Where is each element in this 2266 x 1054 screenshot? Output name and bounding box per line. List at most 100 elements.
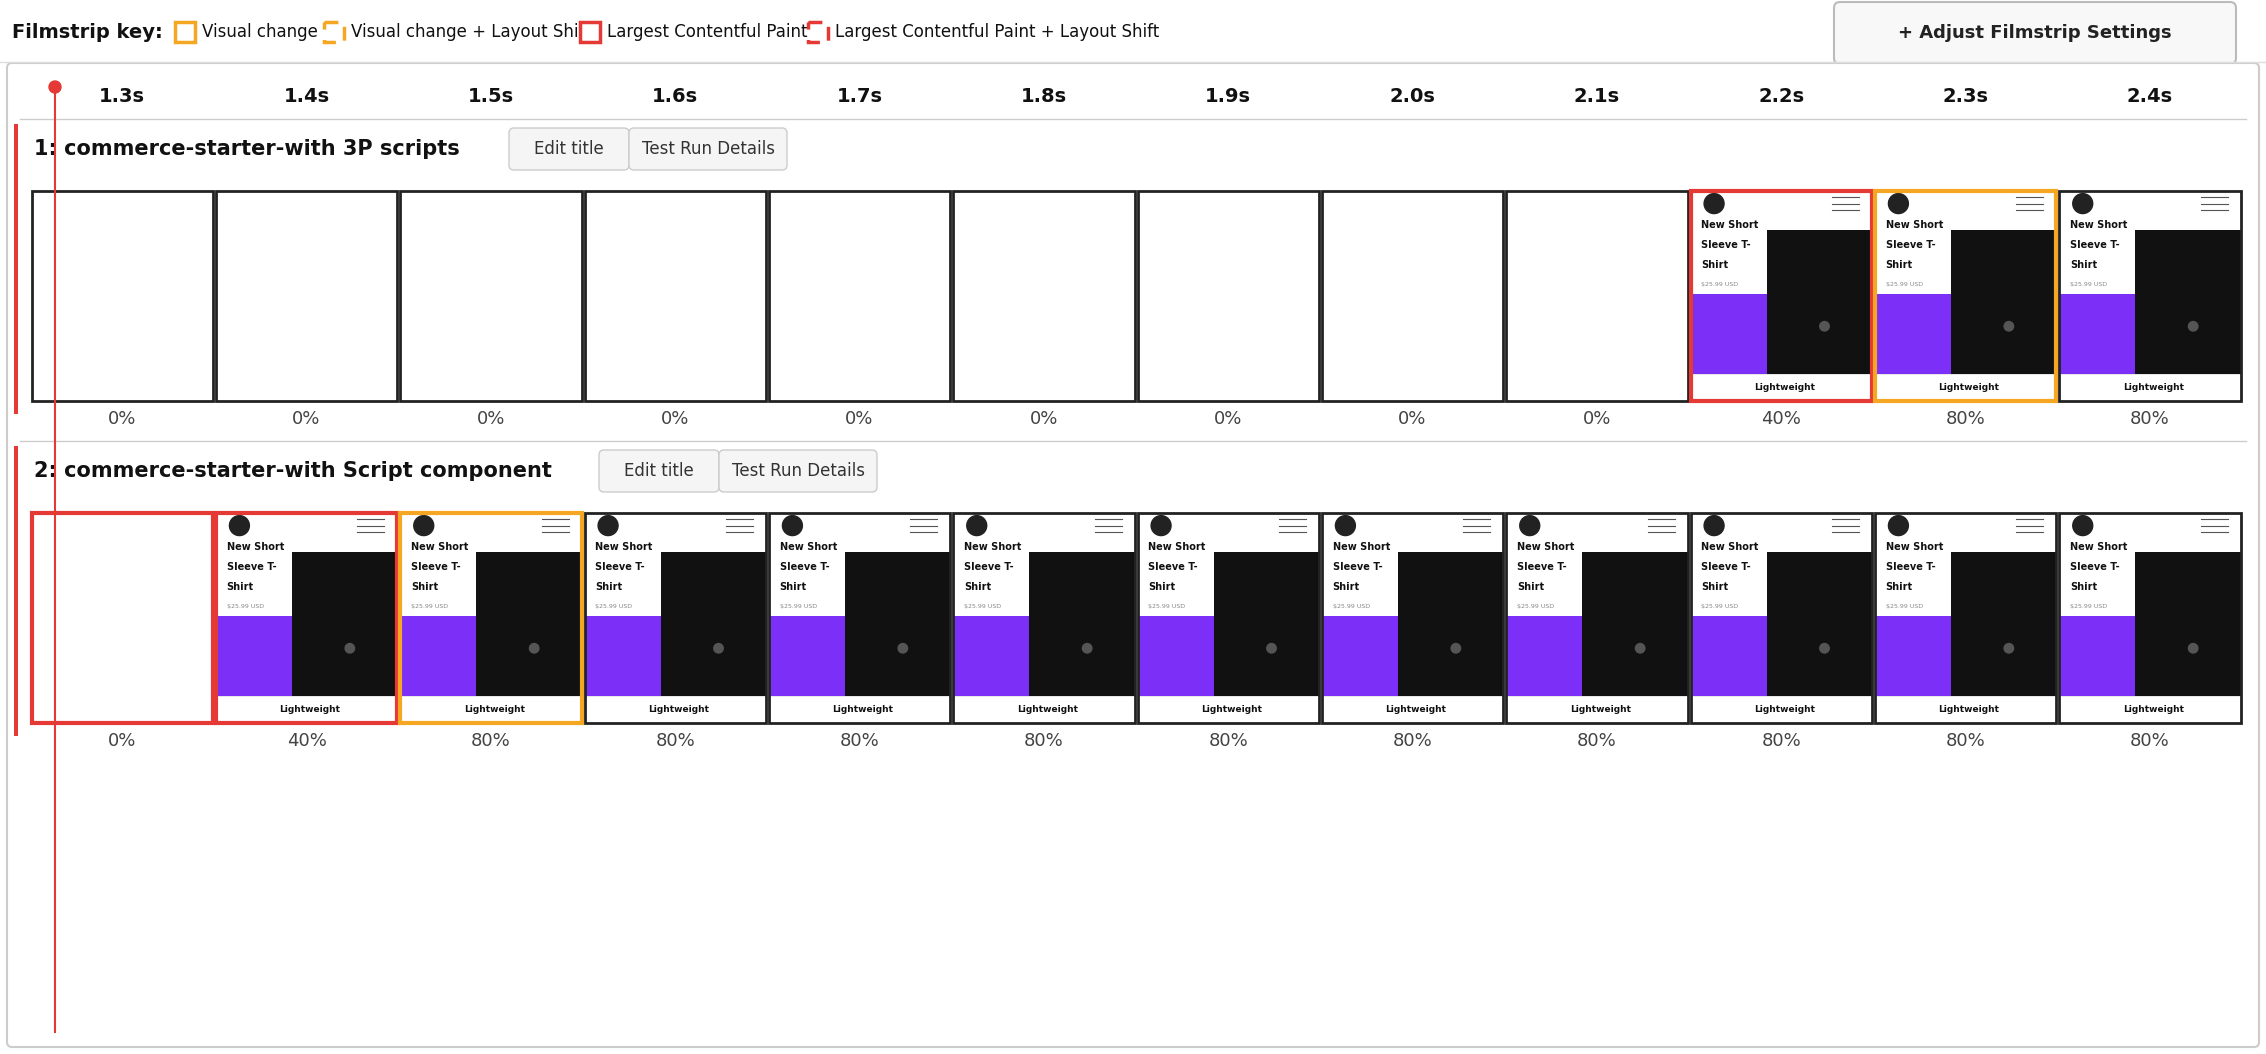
- Bar: [2060, 513, 2241, 723]
- Circle shape: [1820, 644, 1829, 653]
- Text: Lightweight: Lightweight: [2123, 705, 2184, 714]
- Bar: [1767, 231, 1872, 378]
- Text: Shirt: Shirt: [1885, 582, 1913, 592]
- Bar: [1398, 552, 1502, 700]
- Circle shape: [598, 515, 619, 535]
- Text: Sleeve T-: Sleeve T-: [780, 563, 829, 572]
- Text: $25.99 USD: $25.99 USD: [1702, 604, 1738, 609]
- Text: 2.3s: 2.3s: [1942, 87, 1990, 106]
- FancyBboxPatch shape: [630, 128, 786, 170]
- Text: 80%: 80%: [841, 731, 879, 750]
- FancyBboxPatch shape: [598, 450, 718, 492]
- Bar: [215, 696, 397, 723]
- Circle shape: [530, 644, 539, 653]
- Bar: [215, 513, 397, 723]
- Text: New Short: New Short: [2071, 220, 2128, 231]
- Circle shape: [2189, 644, 2198, 653]
- Bar: [2060, 374, 2241, 401]
- Text: Sleeve T-: Sleeve T-: [963, 563, 1013, 572]
- Bar: [1321, 191, 1502, 401]
- Bar: [1874, 191, 2055, 401]
- Bar: [768, 191, 949, 401]
- Text: 80%: 80%: [471, 731, 510, 750]
- Bar: [1138, 696, 1319, 723]
- Text: Visual change: Visual change: [202, 23, 317, 41]
- Bar: [954, 191, 1135, 401]
- Text: Shirt: Shirt: [1885, 260, 1913, 270]
- Text: New Short: New Short: [1885, 543, 1942, 552]
- Text: $25.99 USD: $25.99 USD: [596, 604, 632, 609]
- Bar: [2060, 191, 2241, 401]
- Bar: [1690, 513, 1872, 723]
- Bar: [1690, 374, 1872, 401]
- Text: Test Run Details: Test Run Details: [641, 140, 775, 158]
- Text: Shirt: Shirt: [2071, 260, 2096, 270]
- Bar: [1690, 513, 1872, 723]
- Circle shape: [1636, 644, 1645, 653]
- Bar: [580, 22, 600, 42]
- Bar: [401, 191, 582, 401]
- Text: Shirt: Shirt: [1702, 582, 1729, 592]
- Text: Visual change + Layout Shift: Visual change + Layout Shift: [351, 23, 589, 41]
- Bar: [401, 696, 582, 723]
- Text: New Short: New Short: [1149, 543, 1206, 552]
- Bar: [585, 696, 766, 723]
- Text: 80%: 80%: [1208, 731, 1249, 750]
- Bar: [292, 552, 397, 700]
- Text: Sleeve T-: Sleeve T-: [1885, 563, 1935, 572]
- Circle shape: [897, 644, 909, 653]
- Bar: [1690, 616, 1872, 696]
- Circle shape: [415, 515, 433, 535]
- Text: 1.9s: 1.9s: [1206, 87, 1251, 106]
- Circle shape: [1888, 194, 1908, 214]
- Bar: [1321, 191, 1502, 401]
- Text: 1.8s: 1.8s: [1020, 87, 1067, 106]
- Text: $25.99 USD: $25.99 USD: [227, 604, 263, 609]
- Text: Lightweight: Lightweight: [1937, 705, 1999, 714]
- Bar: [1138, 191, 1319, 401]
- Text: New Short: New Short: [1885, 220, 1942, 231]
- Text: Lightweight: Lightweight: [832, 705, 893, 714]
- Text: 80%: 80%: [2130, 731, 2171, 750]
- Text: Sleeve T-: Sleeve T-: [2071, 563, 2119, 572]
- Circle shape: [1520, 515, 1539, 535]
- Text: New Short: New Short: [596, 543, 653, 552]
- Bar: [768, 696, 949, 723]
- Bar: [954, 191, 1135, 401]
- Bar: [768, 616, 949, 696]
- Circle shape: [1083, 644, 1092, 653]
- Bar: [768, 191, 949, 401]
- Text: Sleeve T-: Sleeve T-: [227, 563, 276, 572]
- Bar: [585, 191, 766, 401]
- Bar: [2060, 294, 2241, 374]
- Text: New Short: New Short: [1702, 543, 1758, 552]
- Bar: [32, 191, 213, 401]
- Text: 40%: 40%: [286, 731, 326, 750]
- Text: 1.7s: 1.7s: [836, 87, 881, 106]
- Text: 1: commerce-starter-with 3P scripts: 1: commerce-starter-with 3P scripts: [34, 139, 460, 159]
- Text: 80%: 80%: [1946, 410, 1985, 428]
- Bar: [1690, 191, 1872, 401]
- Text: Lightweight: Lightweight: [1385, 705, 1446, 714]
- Text: $25.99 USD: $25.99 USD: [1885, 282, 1924, 288]
- Text: Largest Contentful Paint + Layout Shift: Largest Contentful Paint + Layout Shift: [834, 23, 1160, 41]
- Circle shape: [2003, 321, 2014, 331]
- Circle shape: [2073, 515, 2094, 535]
- Bar: [1951, 552, 2055, 700]
- Bar: [585, 513, 766, 723]
- Text: $25.99 USD: $25.99 USD: [2071, 282, 2107, 288]
- Text: 2.1s: 2.1s: [1575, 87, 1620, 106]
- Circle shape: [2003, 644, 2014, 653]
- Bar: [1874, 696, 2055, 723]
- Text: Shirt: Shirt: [410, 582, 437, 592]
- Text: 0%: 0%: [476, 410, 505, 428]
- Text: 2.2s: 2.2s: [1758, 87, 1804, 106]
- Circle shape: [1704, 515, 1724, 535]
- Bar: [954, 696, 1135, 723]
- FancyBboxPatch shape: [1833, 2, 2237, 64]
- Bar: [1690, 294, 1872, 374]
- Bar: [215, 191, 397, 401]
- Circle shape: [1820, 321, 1829, 331]
- Text: $25.99 USD: $25.99 USD: [2071, 604, 2107, 609]
- Text: 0%: 0%: [109, 731, 136, 750]
